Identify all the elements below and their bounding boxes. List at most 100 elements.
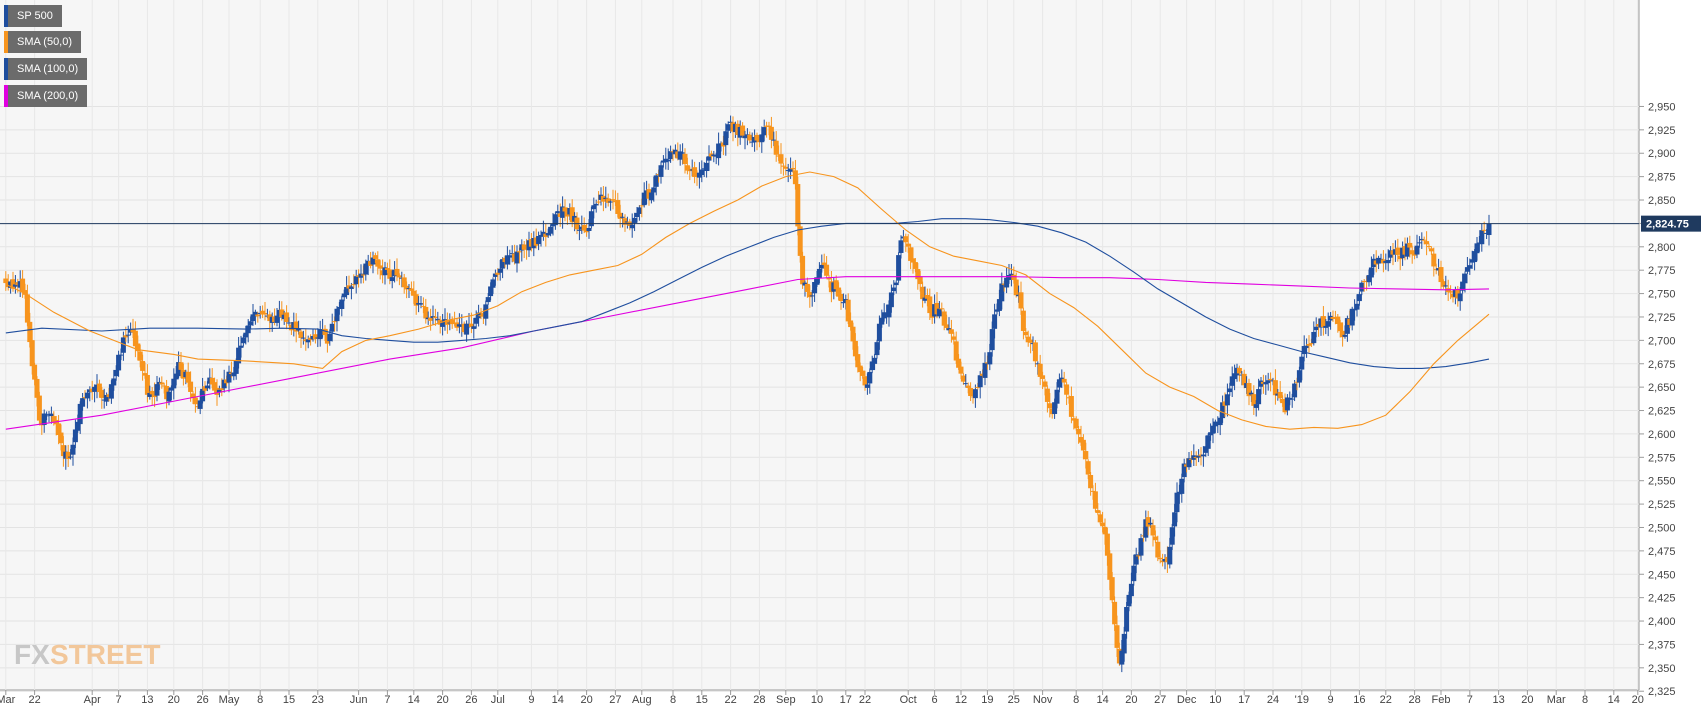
candle-body: [968, 388, 974, 397]
candle-body: [154, 384, 160, 396]
candle-body: [653, 175, 659, 187]
candle-body: [140, 361, 146, 371]
legend-item-sma100[interactable]: SMA (100,0): [4, 58, 88, 80]
x-tick-label: 24: [1267, 694, 1279, 706]
candle-body: [634, 212, 640, 218]
candle-body: [1342, 334, 1348, 337]
candle-body: [1304, 345, 1310, 349]
candle-body: [898, 240, 904, 253]
x-tick-label: Feb: [1432, 694, 1451, 706]
candle-body: [783, 166, 789, 169]
y-tick-label: 2,650: [1648, 382, 1676, 394]
candle-body: [665, 159, 671, 162]
candle-body: [1354, 303, 1360, 310]
candle-body: [761, 127, 767, 136]
candle-body: [173, 373, 179, 380]
y-tick-label: 2,925: [1648, 125, 1676, 137]
candle-body: [471, 326, 477, 329]
candle-body: [1217, 417, 1223, 426]
candle-body: [1196, 455, 1202, 458]
candle-body: [372, 255, 378, 259]
candle-body: [706, 156, 712, 161]
candle-body: [1407, 242, 1413, 248]
candle-body: [848, 320, 854, 328]
candle-body: [305, 339, 311, 343]
x-tick-label: 15: [283, 694, 295, 706]
candle-body: [704, 162, 710, 172]
legend-item-sma50[interactable]: SMA (50,0): [4, 31, 82, 53]
candle-body: [1210, 425, 1216, 434]
candle-body: [65, 451, 71, 459]
candle-body: [893, 282, 899, 286]
candle-body: [1306, 343, 1312, 346]
candle-body: [809, 295, 815, 297]
candle-body: [1385, 260, 1391, 264]
y-tick-label: 2,525: [1648, 499, 1676, 511]
legend-item-sp500[interactable]: SP 500: [4, 5, 62, 27]
candle-body: [1181, 463, 1187, 478]
candle-body: [792, 170, 798, 185]
x-tick-label: 14: [552, 694, 564, 706]
x-tick-label: 28: [753, 694, 765, 706]
candle-body: [632, 217, 638, 223]
candle-body: [987, 352, 993, 365]
candle-body: [483, 304, 489, 319]
candle-body: [1008, 273, 1014, 276]
candle-body: [1148, 522, 1154, 525]
candle-body: [545, 232, 551, 236]
candle-body: [1464, 267, 1470, 272]
candle-body: [536, 236, 542, 244]
candle-body: [353, 276, 359, 285]
candle-body: [1064, 384, 1070, 395]
candle-body: [596, 201, 602, 203]
candle-body: [111, 378, 117, 386]
candle-body: [1212, 421, 1218, 427]
candle-body: [1200, 454, 1206, 457]
candle-body: [588, 211, 594, 227]
x-tick-label: 8: [1073, 694, 1079, 706]
candle-body: [1028, 339, 1034, 343]
candle-body: [58, 432, 64, 444]
candle-body: [879, 317, 885, 325]
candle-body: [168, 387, 174, 391]
x-tick-label: 27: [1154, 694, 1166, 706]
candle-body: [84, 392, 90, 399]
x-tick-label: 14: [1608, 694, 1620, 706]
candle-body: [243, 332, 249, 338]
candle-body: [1296, 370, 1302, 383]
x-tick-label: 22: [859, 694, 871, 706]
candle-body: [1301, 346, 1307, 355]
y-tick-label: 2,475: [1648, 546, 1676, 558]
candle-body: [56, 423, 62, 435]
x-tick-label: 20: [1125, 694, 1137, 706]
candle-body: [171, 378, 177, 389]
candle-body: [92, 386, 98, 392]
candle-body: [768, 126, 774, 140]
candle-body: [279, 309, 285, 318]
x-tick-label: 20: [1632, 694, 1644, 706]
candle-body: [137, 351, 143, 361]
x-tick-label: 22: [724, 694, 736, 706]
candle-body: [934, 303, 940, 315]
candle-body: [1462, 273, 1468, 284]
candle-body: [833, 280, 839, 290]
x-tick-label: 6: [932, 694, 938, 706]
x-tick-label: Jul: [491, 694, 505, 706]
candle-body: [944, 324, 950, 328]
candle-body: [975, 386, 981, 388]
candle-body: [495, 272, 501, 275]
candle-body: [872, 357, 878, 364]
candle-body: [1124, 607, 1130, 632]
legend-swatch: [4, 58, 8, 80]
candle-body: [108, 384, 114, 399]
candle-body: [1292, 383, 1298, 398]
candle-body: [1037, 363, 1043, 377]
candle-body: [1100, 522, 1106, 527]
candle-body: [850, 326, 856, 342]
candle-body: [120, 337, 126, 353]
legend-item-sma200[interactable]: SMA (200,0): [4, 85, 88, 107]
candle-body: [766, 125, 772, 127]
candle-body: [1092, 491, 1098, 509]
candle-body: [1308, 343, 1314, 345]
y-tick-label: 2,575: [1648, 452, 1676, 464]
